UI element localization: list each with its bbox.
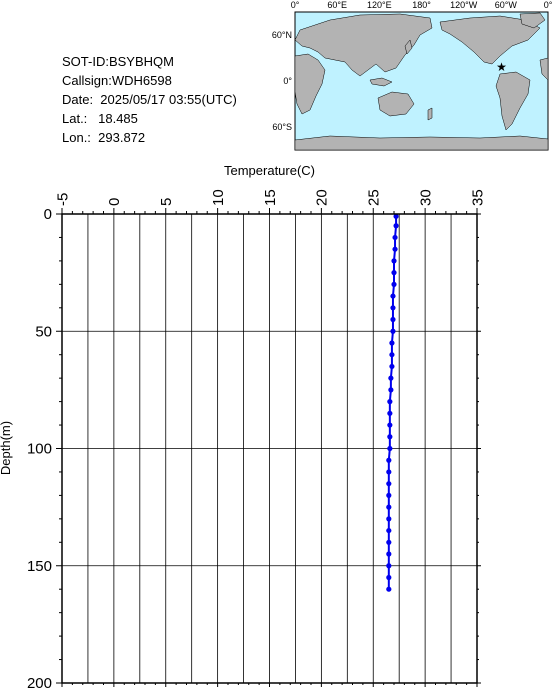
temperature-point [391, 281, 397, 287]
location-map: 0° 60°E 120°E 180° 120°W 60°W 0° 60°N 0° 60°S ★ [272, 0, 553, 151]
land-antarctica [294, 135, 549, 151]
x-axis-label: Temperature(C) [224, 163, 315, 178]
x-tick-label: 15 [262, 189, 279, 206]
map-land [294, 12, 549, 151]
temperature-point [387, 445, 393, 452]
x-tick-label: 25 [366, 189, 383, 206]
y-tick-label: 100 [27, 441, 52, 458]
temperature-point [389, 363, 395, 370]
temperature-point [386, 586, 392, 592]
map-lon-label: 60°E [327, 0, 347, 10]
x-tick-label: 10 [210, 189, 227, 206]
temperature-point [389, 340, 395, 346]
temperature-point [392, 234, 398, 241]
temperature-point [387, 422, 393, 428]
temperature-point [390, 293, 396, 299]
land-africa-west [539, 57, 549, 81]
land-north-america [439, 15, 541, 65]
land-new-zealand [427, 107, 433, 121]
x-tick-label: -5 [54, 193, 71, 206]
land-greenland [519, 12, 546, 29]
map-lat-label: 0° [283, 76, 292, 86]
map-lat-label: 60°S [272, 122, 292, 132]
temperature-point [390, 305, 396, 311]
temperature-point [391, 258, 397, 264]
land-japan [404, 39, 413, 55]
x-tick-label: 30 [417, 189, 434, 206]
temperature-point [388, 375, 394, 381]
temperature-point [391, 270, 397, 276]
temperature-point [387, 434, 393, 440]
map-lon-label: 120°E [367, 0, 392, 10]
location-star-icon: ★ [496, 60, 507, 74]
plot-frame [61, 213, 478, 684]
temperature-point [386, 469, 392, 475]
y-tick-label: 50 [35, 323, 52, 340]
temperature-point [386, 527, 392, 534]
temperature-point [387, 399, 393, 405]
map-lon-label: 0° [291, 0, 300, 10]
x-tick-label: 35 [469, 189, 486, 206]
temperature-point [386, 481, 392, 487]
temperature-point [386, 574, 392, 581]
temperature-point [389, 352, 395, 358]
date-text: Date: 2025/05/17 03:55(UTC) [62, 92, 237, 107]
map-lat-label: 60°N [272, 30, 292, 40]
temperature-point [393, 213, 399, 219]
sot-id-text: SOT-ID:BSYBHQM [62, 54, 174, 69]
temperature-point [386, 551, 392, 557]
y-axis-label: Depth(m) [0, 421, 13, 475]
temperature-point [386, 492, 392, 498]
temperature-point [388, 387, 394, 393]
x-tick-label: 20 [314, 189, 331, 206]
x-tick-label: 0 [106, 198, 123, 206]
map-lon-label: 120°W [450, 0, 478, 10]
latitude-text: Lat.: 18.485 [62, 111, 138, 126]
map-lon-label: 60°W [495, 0, 518, 10]
temperature-point [386, 504, 392, 510]
y-tick-label: 0 [44, 206, 52, 223]
land-eurasia [294, 13, 433, 77]
temperature-point [386, 457, 392, 463]
temperature-point [390, 328, 396, 334]
temperature-point [390, 316, 396, 323]
map-lon-label: 180° [412, 0, 431, 10]
y-tick-label: 200 [27, 675, 52, 690]
land-africa [294, 53, 326, 115]
land-australia [377, 91, 415, 117]
temperature-point [386, 563, 392, 569]
longitude-text: Lon.: 293.872 [62, 130, 146, 145]
x-tick-label: 5 [158, 198, 175, 206]
temperature-point [386, 539, 392, 545]
map-lon-label: 0° [544, 0, 553, 10]
cast-info: SOT-ID:BSYBHQM Callsign:WDH6598 Date: 20… [62, 52, 237, 147]
temperature-point [393, 223, 399, 229]
callsign-text: Callsign:WDH6598 [62, 73, 172, 88]
land-indonesia [369, 77, 393, 87]
land-south-america [495, 71, 531, 131]
temperature-point [386, 516, 392, 522]
temperature-point [392, 246, 398, 252]
temperature-point [387, 410, 393, 416]
y-tick-label: 150 [27, 558, 52, 575]
